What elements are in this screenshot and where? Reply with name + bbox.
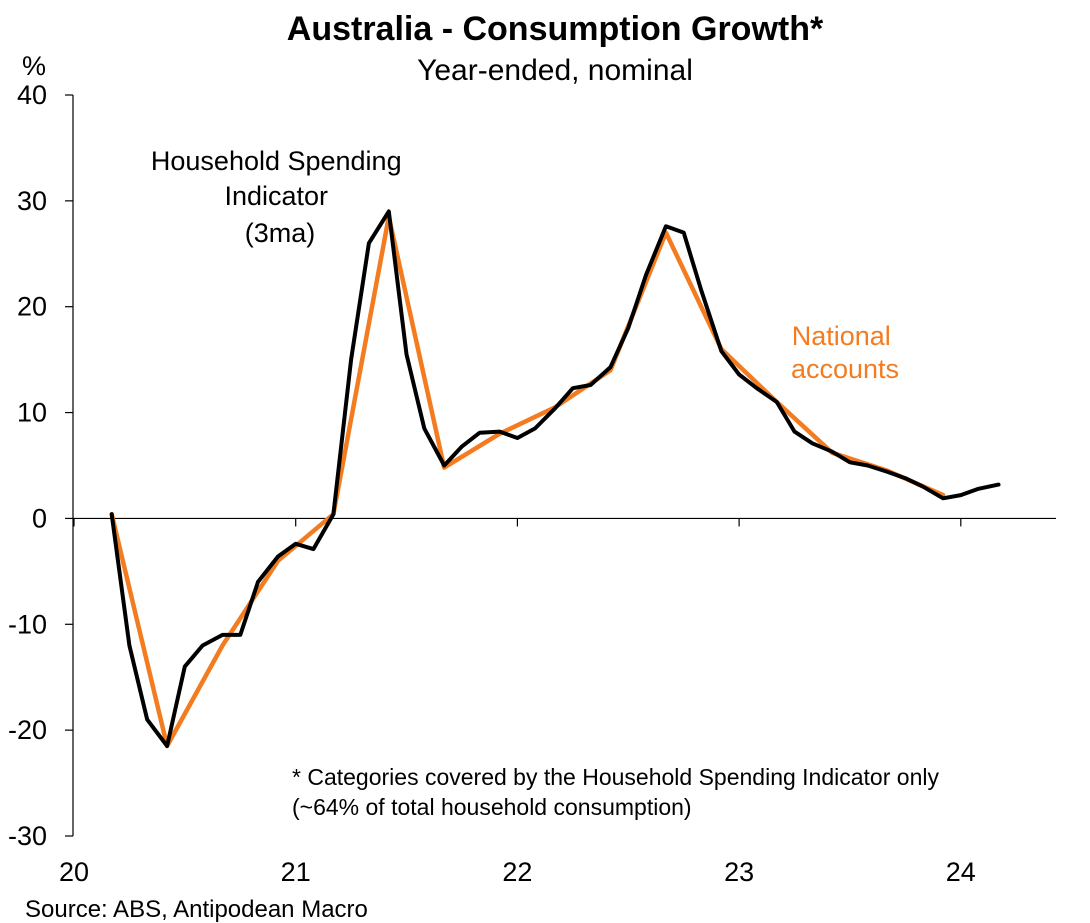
series-layer	[109, 209, 1001, 749]
y-tick-label: 30	[17, 186, 47, 216]
axes: 40 30 20 10 0 -10 -20 -30 20 21 22 23 24	[8, 80, 1056, 887]
hsi-label-line-3: (3ma)	[245, 218, 316, 248]
footnote: * Categories covered by the Household Sp…	[292, 764, 945, 820]
x-tick-label: 20	[59, 857, 89, 887]
national-accounts-line	[109, 214, 946, 749]
y-tick-label: 20	[17, 292, 47, 322]
na-label-line-2: accounts	[791, 354, 899, 384]
y-tick-label: 40	[17, 80, 47, 110]
footnote-line-1: * Categories covered by the Household Sp…	[292, 764, 939, 790]
na-label-line-1: National	[792, 321, 891, 351]
footnote-line-2: (~64% of total household consumption)	[292, 794, 692, 820]
x-tick-label: 22	[502, 857, 532, 887]
y-tick-label: -30	[8, 821, 47, 851]
source-note: Source: ABS, Antipodean Macro	[25, 896, 368, 923]
chart-subtitle: Year-ended, nominal	[417, 54, 693, 87]
hsi-series-label: Household Spending Indicator (3ma)	[151, 146, 409, 248]
y-tick-label: 0	[32, 503, 47, 533]
y-tick-label: -20	[8, 715, 47, 745]
national-accounts-series-label: National accounts	[791, 321, 899, 384]
x-tick-label: 21	[281, 857, 311, 887]
hsi-label-line-2: Indicator	[224, 181, 328, 211]
y-axis-unit-label: %	[22, 51, 46, 81]
household-spending-indicator-line	[109, 209, 1001, 748]
y-tick-label: -10	[8, 609, 47, 639]
y-tick-label: 10	[17, 398, 47, 428]
hsi-label-line-1: Household Spending	[151, 146, 402, 176]
x-tick-label: 23	[724, 857, 754, 887]
chart-title: Australia - Consumption Growth*	[287, 10, 824, 48]
x-tick-label: 24	[946, 857, 976, 887]
